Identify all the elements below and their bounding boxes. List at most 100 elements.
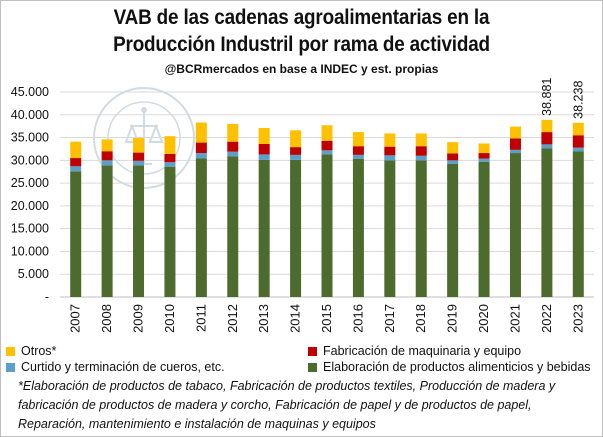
bar-segment-maquinaria xyxy=(541,132,553,145)
bar-segment-curtido xyxy=(384,155,396,161)
legend-swatch-otros xyxy=(6,346,15,356)
bar-segment-otros xyxy=(352,132,364,147)
x-tick-label: 2008 xyxy=(99,304,114,333)
bar-segment-otros xyxy=(195,122,207,143)
x-tick-label: 2018 xyxy=(413,304,428,333)
bar-segment-alimentos xyxy=(447,163,459,297)
y-tick-label: - xyxy=(45,290,49,304)
legend-item-alimentos: Elaboración de productos alimenticios y … xyxy=(308,360,591,374)
chart-subtitle: @BCRmercados en base a INDEC y est. prop… xyxy=(164,62,439,76)
bar-segment-alimentos xyxy=(352,158,364,297)
x-tick-label: 2017 xyxy=(382,304,397,333)
bar-segment-otros xyxy=(258,127,270,144)
bar-segment-otros xyxy=(509,126,521,139)
bar-segment-maquinaria xyxy=(227,141,239,152)
data-label: 38.881 xyxy=(540,78,554,116)
bar-segment-curtido xyxy=(321,150,333,155)
bar-segment-alimentos xyxy=(195,158,207,297)
bar-segment-curtido xyxy=(541,144,553,149)
x-tick-label: 2011 xyxy=(193,304,208,332)
bar-segment-alimentos xyxy=(415,160,427,297)
chart-title-line1: VAB de las cadenas agroalimentarias en l… xyxy=(113,6,490,29)
bar-segment-curtido xyxy=(258,154,270,160)
bar-segment-curtido xyxy=(572,147,584,152)
x-tick-label: 2020 xyxy=(476,304,491,333)
bar-segment-alimentos xyxy=(321,154,333,297)
y-tick-label: 35.000 xyxy=(11,131,49,145)
bar-segment-alimentos xyxy=(227,156,239,297)
legend-label-maquinaria: Fabricación de maquinaria y equipo xyxy=(323,344,522,358)
bar-segment-maquinaria xyxy=(321,140,333,151)
data-label: 38.238 xyxy=(571,81,585,119)
bar-segment-curtido xyxy=(195,153,207,159)
bar-segment-curtido xyxy=(478,158,490,162)
legend-label-otros: Otros* xyxy=(21,344,57,358)
bar-segment-curtido xyxy=(227,151,239,157)
bar-segment-alimentos xyxy=(133,165,145,297)
bar-segment-maquinaria xyxy=(478,153,490,159)
y-tick-label: 10.000 xyxy=(11,244,49,258)
bar-segment-maquinaria xyxy=(509,138,521,150)
bar-segment-maquinaria xyxy=(415,146,427,156)
legend-item-maquinaria: Fabricación de maquinaria y equipo xyxy=(308,344,521,358)
bar-segment-curtido xyxy=(70,166,82,172)
bar-segment-alimentos xyxy=(509,153,521,297)
y-tick-label: 5.000 xyxy=(18,267,49,281)
bar-segment-otros xyxy=(415,133,427,147)
bar-segment-maquinaria xyxy=(352,146,364,155)
bar-segment-otros xyxy=(227,123,239,142)
bar-segment-alimentos xyxy=(478,161,490,297)
x-tick-label: 2014 xyxy=(288,304,303,333)
x-tick-label: 2009 xyxy=(131,304,146,333)
bar-segment-otros xyxy=(70,141,82,159)
bar-segment-curtido xyxy=(290,154,302,160)
x-tick-label: 2023 xyxy=(570,304,585,333)
bar-segment-alimentos xyxy=(164,166,176,297)
x-tick-label: 2010 xyxy=(162,304,177,333)
bar-segment-curtido xyxy=(164,162,176,167)
legend-swatch-maquinaria xyxy=(308,346,317,356)
x-tick-label: 2012 xyxy=(225,304,240,333)
bar-segment-otros xyxy=(101,139,113,152)
legend-swatch-alimentos xyxy=(308,362,317,372)
x-tick-label: 2007 xyxy=(68,304,83,333)
bar-segment-alimentos xyxy=(572,151,584,297)
bar-segment-alimentos xyxy=(384,160,396,297)
bar-segment-otros xyxy=(164,136,176,154)
x-tick-label: 2019 xyxy=(445,304,460,333)
bar-segment-curtido xyxy=(509,149,521,154)
chart-title-line2: Producción Industril por rama de activid… xyxy=(113,33,490,56)
x-tick-label: 2013 xyxy=(256,304,271,333)
x-tick-label: 2016 xyxy=(350,304,365,333)
bar-segment-alimentos xyxy=(101,165,113,297)
bar-segment-maquinaria xyxy=(133,152,145,161)
bar-segment-otros xyxy=(384,133,396,147)
y-tick-label: 40.000 xyxy=(11,108,49,122)
bar-segment-alimentos xyxy=(70,171,82,297)
bar-segment-maquinaria xyxy=(195,142,207,154)
legend-label-curtido: Curtido y terminación de cueros, etc. xyxy=(21,360,225,374)
bar-segment-alimentos xyxy=(290,159,302,297)
bar-segment-curtido xyxy=(101,160,113,166)
bar-segment-otros xyxy=(541,119,553,133)
x-tick-label: 2022 xyxy=(539,304,554,333)
bar-segment-alimentos xyxy=(258,159,270,297)
bar-segment-maquinaria xyxy=(258,143,270,155)
bar-segment-otros xyxy=(447,142,459,154)
bar-segment-curtido xyxy=(133,160,145,166)
bar-segment-maquinaria xyxy=(290,147,302,155)
bar-segment-otros xyxy=(572,122,584,136)
bar-segment-maquinaria xyxy=(447,153,459,161)
bar-segment-otros xyxy=(321,125,333,141)
bar-segment-curtido xyxy=(447,160,459,164)
bar-segment-maquinaria xyxy=(101,151,113,161)
y-tick-label: 30.000 xyxy=(11,153,49,167)
y-tick-label: 45.000 xyxy=(11,85,49,99)
bar-segment-maquinaria xyxy=(384,146,396,156)
bar-segment-maquinaria xyxy=(572,135,584,148)
bar-segment-curtido xyxy=(352,154,364,159)
x-tick-label: 2015 xyxy=(319,304,334,333)
bar-segment-curtido xyxy=(415,155,427,161)
